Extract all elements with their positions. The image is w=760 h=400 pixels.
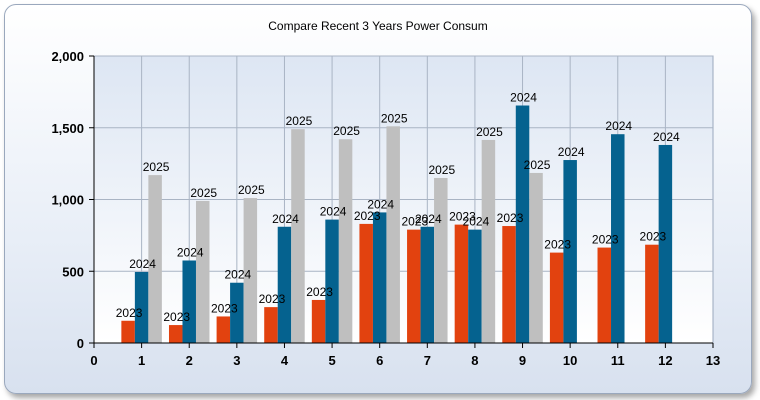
data-label-2023-6: 2023 — [354, 209, 381, 223]
bar-2023-3 — [216, 316, 231, 343]
data-label-2023-12: 2023 — [640, 230, 667, 244]
data-label-2025-3: 2025 — [238, 183, 265, 197]
data-label-2024-7: 2024 — [415, 212, 442, 226]
data-label-2024-5: 2024 — [320, 205, 347, 219]
x-tick-label: 11 — [611, 353, 625, 368]
data-label-2024-2: 2024 — [177, 245, 204, 259]
x-tick-label: 8 — [471, 353, 478, 368]
data-label-2025-5: 2025 — [333, 124, 360, 138]
data-label-2025-1: 2025 — [143, 160, 170, 174]
x-tick-label: 9 — [519, 353, 526, 368]
y-tick-label: 2,000 — [51, 49, 84, 64]
bar-2025-6 — [386, 126, 400, 343]
bar-2025-9 — [529, 172, 543, 343]
bar-2024-5 — [325, 219, 339, 343]
data-label-2024-11: 2024 — [605, 119, 632, 133]
x-tick-label: 7 — [424, 353, 431, 368]
data-label-2023-4: 2023 — [259, 292, 286, 306]
bar-2024-7 — [420, 226, 435, 343]
data-label-2023-7: 2023 — [401, 215, 428, 229]
x-tick-label: 0 — [90, 353, 97, 368]
data-label-2024-10: 2024 — [558, 145, 585, 159]
bar-2025-4 — [291, 129, 305, 343]
y-tick-label: 500 — [62, 264, 84, 279]
data-label-2023-8: 2023 — [449, 210, 476, 224]
x-tick-label: 12 — [658, 353, 672, 368]
bar-2024-9 — [515, 105, 530, 343]
bar-2023-8 — [454, 224, 469, 343]
data-label-2025-8: 2025 — [476, 125, 503, 139]
bar-2023-10 — [549, 252, 564, 343]
data-label-2023-2: 2023 — [163, 310, 190, 324]
data-label-2025-7: 2025 — [428, 163, 455, 177]
data-label-2023-9: 2023 — [497, 211, 524, 225]
x-tick-label: 1 — [138, 353, 145, 368]
bar-2023-7 — [407, 229, 421, 343]
bar-2023-9 — [502, 226, 516, 343]
data-label-2025-4: 2025 — [286, 114, 313, 128]
bar-2024-4 — [277, 226, 292, 343]
bar-2024-8 — [468, 229, 482, 343]
y-tick-label: 0 — [77, 336, 84, 351]
bar-2024-6 — [372, 212, 387, 343]
y-tick-label: 1,000 — [51, 193, 84, 208]
data-label-2024-8: 2024 — [463, 215, 490, 229]
data-label-2024-9: 2024 — [510, 91, 537, 105]
bar-2023-6 — [359, 223, 373, 343]
x-tick-label: 5 — [328, 353, 335, 368]
bar-2023-2 — [168, 325, 183, 343]
bars — [121, 105, 673, 343]
data-label-2024-12: 2024 — [653, 130, 680, 144]
bar-2023-11 — [597, 247, 612, 343]
bar-2025-1 — [148, 175, 162, 343]
data-label-2024-6: 2024 — [367, 197, 394, 211]
bar-2024-10 — [563, 160, 577, 343]
bar-2024-2 — [182, 260, 196, 343]
data-label-2025-6: 2025 — [381, 111, 408, 125]
data-label-2025-2: 2025 — [190, 186, 217, 200]
bar-2025-5 — [338, 139, 353, 343]
bar-2024-11 — [611, 134, 625, 343]
bar-2023-12 — [645, 244, 659, 343]
x-tick-label: 10 — [563, 353, 577, 368]
bar-2024-3 — [230, 282, 244, 343]
bar-2025-2 — [195, 200, 210, 343]
bar-2024-12 — [658, 144, 673, 343]
x-tick-label: 6 — [376, 353, 383, 368]
data-label-2024-3: 2024 — [224, 268, 251, 282]
data-label-2024-1: 2024 — [129, 257, 156, 271]
data-label-2025-9: 2025 — [524, 158, 551, 172]
bar-2023-1 — [121, 320, 135, 343]
data-label-2023-11: 2023 — [592, 233, 619, 247]
data-label-2024-4: 2024 — [272, 212, 299, 226]
bar-2025-8 — [481, 139, 496, 343]
y-tick-label: 1,500 — [51, 121, 84, 136]
data-label-2023-5: 2023 — [306, 285, 333, 299]
x-tick-label: 2 — [186, 353, 193, 368]
bar-2023-4 — [264, 307, 278, 343]
data-labels: 2023 2023 2023 2023 2023 2023 2023 2023 2023 2023… — [116, 91, 680, 325]
chart-title: Compare Recent 3 Years Power Consum — [268, 19, 487, 33]
bar-2024-1 — [134, 271, 149, 343]
bar-2023-5 — [311, 299, 326, 343]
data-label-2023-1: 2023 — [116, 306, 143, 320]
data-label-2023-3: 2023 — [211, 301, 238, 315]
data-label-2023-10: 2023 — [544, 238, 571, 252]
bar-2025-3 — [243, 198, 258, 343]
x-tick-label: 4 — [281, 353, 289, 368]
bar-2025-7 — [434, 177, 448, 343]
x-tick-label: 13 — [706, 353, 720, 368]
x-tick-label: 3 — [233, 353, 240, 368]
